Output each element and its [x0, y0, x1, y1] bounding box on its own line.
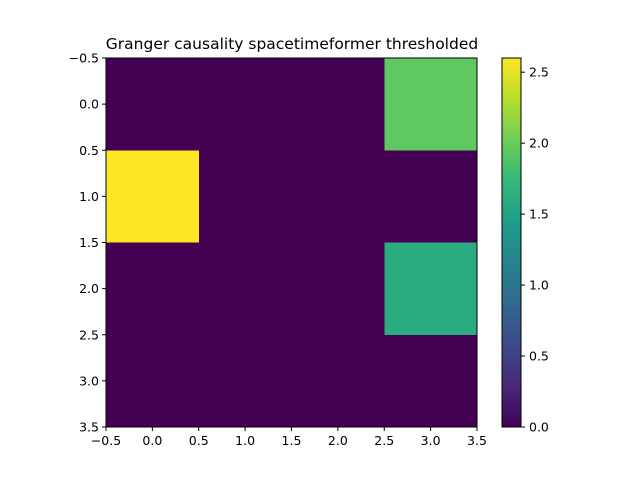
x-tick-label: −0.5	[91, 433, 121, 448]
y-tick-label: 1.5	[79, 235, 99, 250]
heatmap-cell-r0-c1	[198, 58, 292, 151]
x-tick-label: 1.0	[235, 433, 255, 448]
colorbar-frame	[501, 57, 522, 428]
chart-title: Granger causality spacetimeformer thresh…	[106, 35, 478, 53]
heatmap-cell-r0-c0	[106, 58, 199, 151]
colorbar-tick-label: 2.0	[529, 136, 549, 151]
heatmap-cell-r1-c1	[198, 150, 292, 243]
heatmap-cell-r2-c2	[291, 242, 385, 335]
y-tick-label: 2.5	[79, 327, 99, 342]
colorbar-gradient	[502, 58, 521, 427]
heatmap-cell-r0-c2	[291, 58, 385, 151]
x-tick-label: 2.0	[328, 433, 348, 448]
heatmap-cell-r3-c3	[384, 334, 477, 427]
heatmap-cell-r0-c3	[384, 58, 477, 151]
x-tick-label: 0.5	[189, 433, 209, 448]
heatmap-cell-r3-c1	[198, 334, 292, 427]
heatmap-cell-r1-c3	[384, 150, 477, 243]
heatmap-cell-r3-c0	[106, 334, 199, 427]
x-tick-label: 3.0	[421, 433, 441, 448]
y-tick-label: 0.5	[79, 143, 99, 158]
heatmap-cell-r3-c2	[291, 334, 385, 427]
colorbar-tick-label: 0.5	[529, 349, 549, 364]
heatmap-cell-r2-c1	[198, 242, 292, 335]
heatmap-cell-r2-c0	[106, 242, 199, 335]
x-tick-label: 2.5	[374, 433, 394, 448]
heatmap-cell-r1-c0	[106, 150, 199, 243]
y-tick-label: 2.0	[79, 281, 99, 296]
colorbar-tick-label: 1.5	[529, 207, 549, 222]
y-axis: −0.5 0.0 0.5 1.0 1.5 2.0 2.5 3.0 3.5	[69, 51, 106, 435]
y-tick-label: 0.0	[79, 97, 99, 112]
heatmap-cell-r2-c3	[384, 242, 477, 335]
colorbar: 0.0 0.5 1.0 1.5 2.0 2.5	[501, 57, 549, 435]
colorbar-tick-label: 0.0	[529, 420, 549, 435]
x-tick-label: 0.0	[142, 433, 162, 448]
y-tick-label: 1.0	[79, 189, 99, 204]
x-tick-label: 1.5	[282, 433, 302, 448]
y-tick-label: −0.5	[69, 51, 99, 66]
y-tick-label: 3.0	[79, 373, 99, 388]
colorbar-tick-label: 1.0	[529, 278, 549, 293]
x-axis: −0.5 0.0 0.5 1.0 1.5 2.0 2.5 3.0 3.5	[91, 427, 487, 448]
heatmap-cells	[106, 58, 477, 427]
heatmap-cell-r1-c2	[291, 150, 385, 243]
x-tick-label: 3.5	[467, 433, 487, 448]
colorbar-tick-label: 2.5	[529, 65, 549, 80]
y-tick-label: 3.5	[79, 420, 99, 435]
